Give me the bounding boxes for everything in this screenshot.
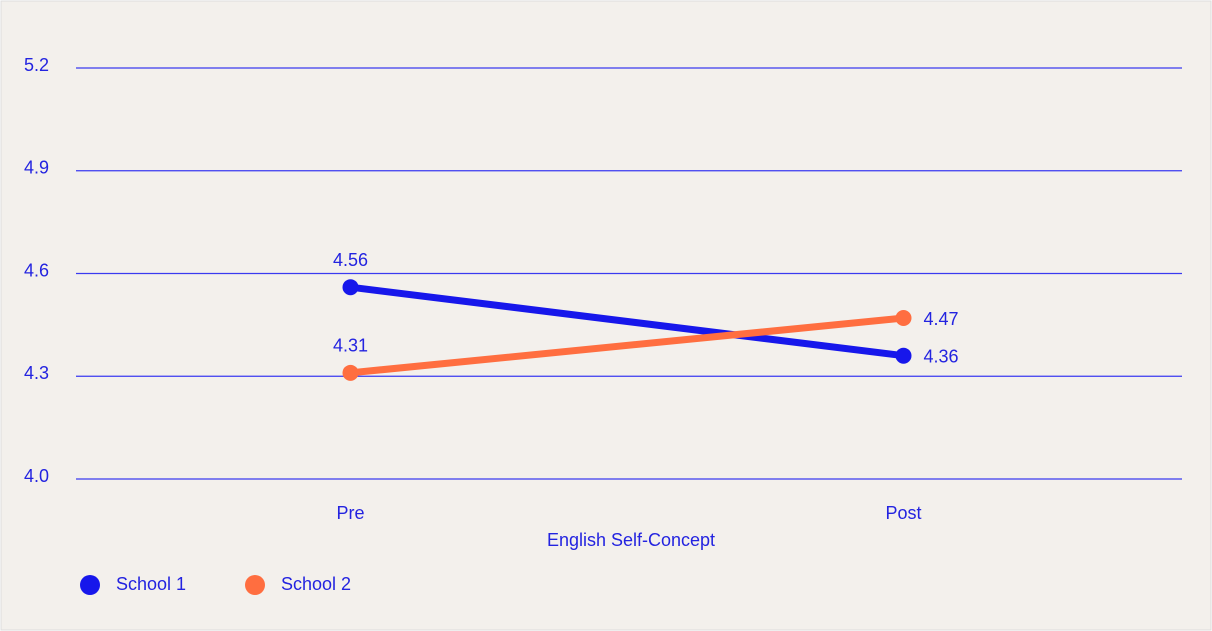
y-tick-label: 5.2 [24, 55, 49, 75]
y-tick-label: 4.6 [24, 260, 49, 280]
x-axis-title: English Self-Concept [547, 530, 715, 550]
data-label: 4.31 [333, 336, 368, 356]
series-line [347, 283, 907, 360]
y-tick-label: 4.0 [24, 466, 49, 486]
data-point [895, 347, 912, 364]
y-tick-label: 4.3 [24, 363, 49, 383]
data-point [342, 279, 359, 296]
legend-label: School 2 [281, 574, 351, 594]
y-tick-label: 4.9 [24, 158, 49, 178]
legend-marker [80, 575, 100, 595]
legend-marker [245, 575, 265, 595]
x-tick-label: Post [885, 503, 921, 523]
data-label: 4.47 [924, 309, 959, 329]
data-point [342, 364, 359, 381]
data-label: 4.56 [333, 250, 368, 270]
data-label: 4.36 [924, 346, 959, 366]
series-line [347, 314, 907, 377]
x-tick-label: Pre [336, 503, 364, 523]
data-point [895, 310, 912, 327]
legend-label: School 1 [116, 574, 186, 594]
